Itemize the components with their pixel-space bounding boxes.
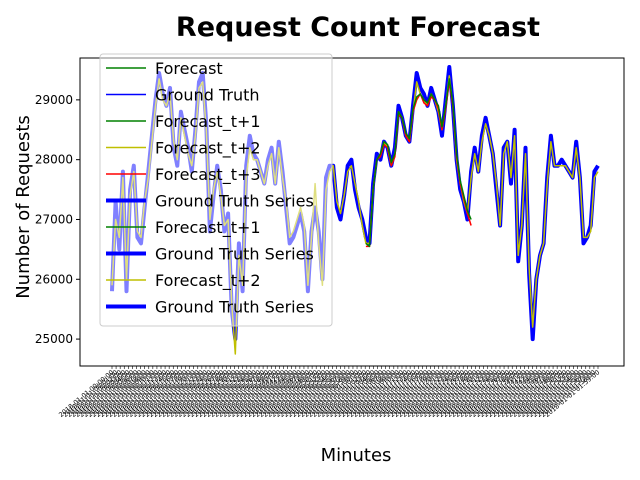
chart-title: Request Count Forecast: [176, 12, 540, 43]
y-tick-label: 28000: [35, 153, 73, 167]
x-axis-label: Minutes: [321, 445, 392, 466]
y-tick-label: 25000: [35, 332, 73, 346]
series-line-3: [365, 78, 472, 248]
legend-label: Forecast_t+1: [155, 218, 261, 238]
legend-label: Ground Truth Series: [155, 245, 314, 264]
y-axis: 25000 26000 27000 28000 29000: [35, 93, 80, 346]
legend: Forecast Ground Truth Forecast_t+1 Forecast…: [99, 53, 333, 327]
plot-area-frame: [79, 57, 625, 367]
legend-box: [99, 53, 333, 327]
legend-label: Forecast: [155, 59, 223, 78]
legend-label: Forecast_t+3: [155, 165, 261, 185]
legend-label: Ground Truth: [155, 86, 260, 105]
legend-label: Forecast_t+2: [155, 139, 261, 159]
legend-label: Ground Truth Series: [155, 298, 314, 317]
y-tick-label: 29000: [35, 93, 73, 107]
legend-label: Forecast_t+1: [155, 112, 261, 132]
legend-label: Forecast_t+2: [155, 271, 261, 291]
legend-label: Ground Truth Series: [155, 192, 314, 211]
y-axis-label: Number of Requests: [13, 115, 34, 299]
y-tick-label: 27000: [35, 212, 73, 226]
y-tick-label: 26000: [35, 272, 73, 286]
